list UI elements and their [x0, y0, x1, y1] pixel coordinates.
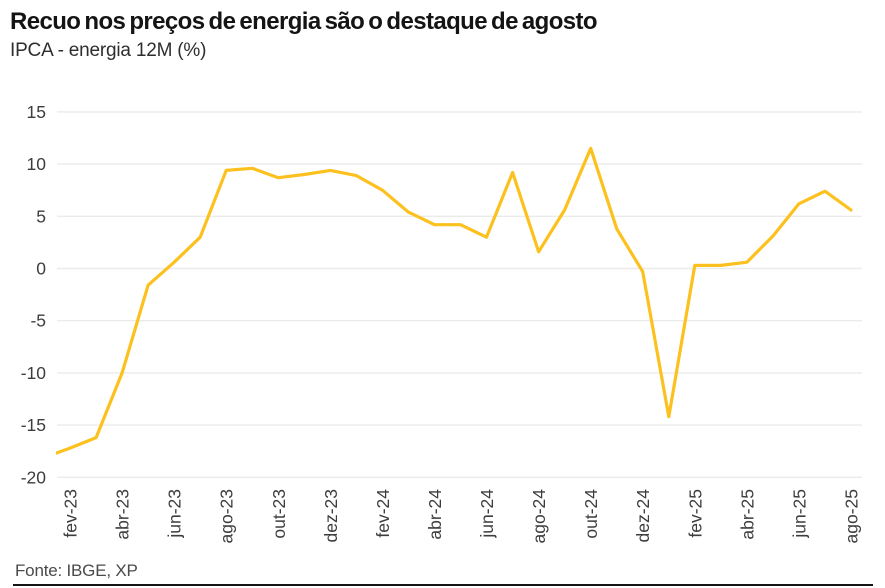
y-axis-tick-label: -10: [21, 363, 47, 383]
x-axis-tick-label: fev-25: [685, 489, 705, 538]
y-axis-tick-label: -5: [30, 311, 46, 331]
chart-subtitle: IPCA - energia 12M (%): [10, 40, 207, 61]
x-axis-tick-label: dez-24: [633, 489, 653, 543]
x-axis-tick-label: abr-23: [113, 489, 133, 540]
x-axis-tick-label: fev-24: [373, 489, 393, 538]
bottom-border-line: [13, 584, 873, 586]
x-axis-tick-label: ago-23: [217, 489, 237, 544]
x-axis-tick-label: ago-24: [529, 489, 549, 544]
y-axis-tick-label: 5: [36, 206, 46, 226]
x-axis-tick-label: jun-24: [477, 489, 497, 539]
source-note: Fonte: IBGE, XP: [15, 561, 138, 580]
y-axis-tick-label: 10: [27, 154, 47, 174]
y-axis-tick-label: 0: [36, 259, 46, 279]
x-axis-tick-label: ago-25: [841, 489, 861, 544]
y-axis-tick-label: 15: [27, 102, 46, 122]
x-axis-tick-label: jun-25: [789, 489, 809, 539]
x-axis-tick-label: out-24: [581, 489, 601, 539]
y-axis-tick-label: -20: [21, 467, 47, 487]
x-axis-tick-label: abr-25: [737, 489, 757, 540]
y-axis-tick-label: -15: [21, 415, 46, 435]
x-axis-tick-label: jun-23: [165, 489, 185, 539]
x-axis-tick-label: out-23: [269, 489, 289, 539]
chart-title: Recuo nos preços de energia são o destaq…: [10, 8, 598, 35]
series-line-ipca-energia: [56, 146, 853, 455]
x-axis-tick-label: dez-23: [321, 489, 341, 543]
x-axis-tick-label: fev-23: [61, 489, 81, 538]
x-axis-tick-label: abr-24: [425, 489, 445, 540]
